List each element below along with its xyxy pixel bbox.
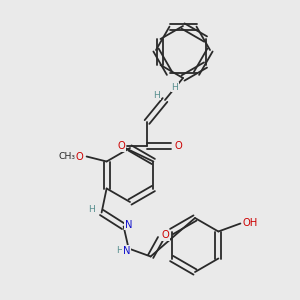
Text: N: N (125, 220, 132, 230)
Text: O: O (162, 230, 170, 241)
Text: H: H (88, 205, 95, 214)
Text: H: H (116, 246, 123, 255)
Text: H: H (172, 82, 178, 91)
Text: O: O (174, 141, 182, 151)
Text: H: H (154, 91, 160, 100)
Text: O: O (117, 141, 125, 151)
Text: CH₃: CH₃ (58, 152, 75, 161)
Text: O: O (76, 152, 83, 161)
Text: N: N (123, 245, 130, 256)
Text: OH: OH (243, 218, 258, 229)
